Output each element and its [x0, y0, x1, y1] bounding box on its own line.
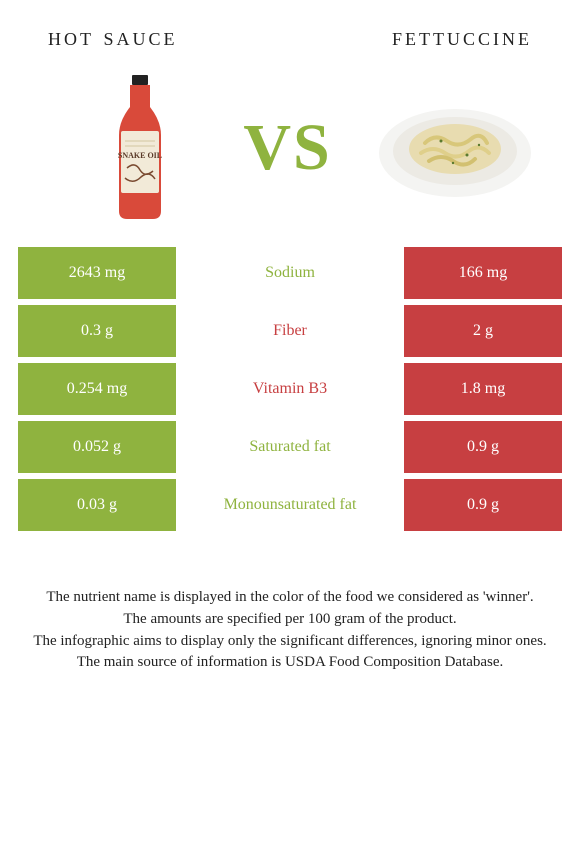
right-value: 166 mg [404, 247, 562, 299]
images-row: SNAKE OIL VS [0, 52, 580, 247]
nutrient-row: 0.03 gMonounsaturated fat0.9 g [18, 479, 562, 531]
footer-line: The amounts are specified per 100 gram o… [26, 609, 554, 631]
nutrient-label: Fiber [176, 305, 404, 357]
left-food-image: SNAKE OIL [75, 70, 205, 225]
right-value: 2 g [404, 305, 562, 357]
right-food-title: fettuccine [392, 22, 532, 52]
nutrient-label: Vitamin B3 [176, 363, 404, 415]
nutrient-row: 0.254 mgVitamin B31.8 mg [18, 363, 562, 415]
fettuccine-plate-icon [375, 93, 535, 203]
comparison-table: 2643 mgSodium166 mg 0.3 gFiber2 g 0.254 mg… [0, 247, 580, 531]
nutrient-label: Sodium [176, 247, 404, 299]
nutrient-row: 0.3 gFiber2 g [18, 305, 562, 357]
nutrient-label: Monounsaturated fat [176, 479, 404, 531]
footer-notes: The nutrient name is displayed in the co… [0, 537, 580, 674]
header: hot sauce fettuccine [0, 0, 580, 52]
left-value: 0.3 g [18, 305, 176, 357]
left-value: 2643 mg [18, 247, 176, 299]
footer-line: The infographic aims to display only the… [26, 631, 554, 653]
right-food-image [370, 80, 540, 215]
nutrient-label: Saturated fat [176, 421, 404, 473]
right-value: 0.9 g [404, 421, 562, 473]
left-value: 0.052 g [18, 421, 176, 473]
nutrient-row: 0.052 gSaturated fat0.9 g [18, 421, 562, 473]
svg-text:SNAKE OIL: SNAKE OIL [118, 151, 162, 160]
right-value: 1.8 mg [404, 363, 562, 415]
hot-sauce-bottle-icon: SNAKE OIL [105, 73, 175, 223]
footer-line: The nutrient name is displayed in the co… [26, 587, 554, 609]
footer-line: The main source of information is USDA F… [26, 652, 554, 674]
nutrient-row: 2643 mgSodium166 mg [18, 247, 562, 299]
left-food-title: hot sauce [48, 22, 178, 52]
left-value: 0.254 mg [18, 363, 176, 415]
vs-label: VS [243, 110, 331, 186]
right-value: 0.9 g [404, 479, 562, 531]
left-value: 0.03 g [18, 479, 176, 531]
